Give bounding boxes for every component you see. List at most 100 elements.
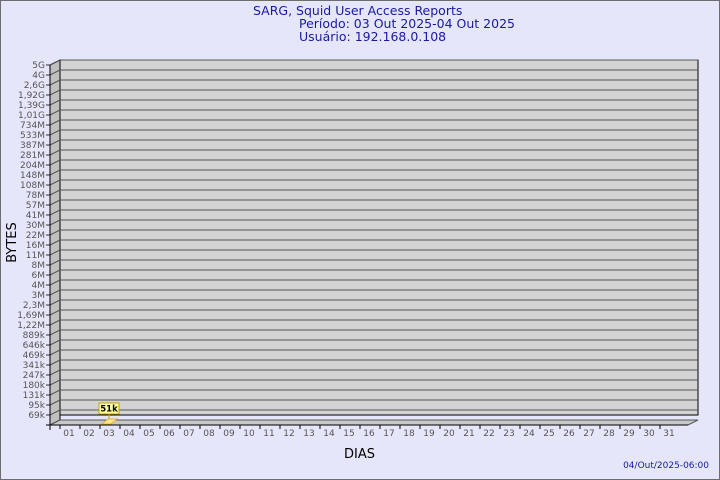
gridline-diagonal	[49, 249, 61, 256]
data-label-box	[98, 402, 120, 415]
x-tick-label: 14	[323, 429, 335, 439]
x-tick-label: 20	[443, 429, 455, 439]
x-tick-label: 04	[123, 429, 135, 439]
x-tick-label: 05	[143, 429, 154, 439]
y-tick-label: 6M	[32, 271, 46, 281]
x-axis-label: DIAS	[344, 447, 375, 462]
y-tick-label: 4M	[32, 281, 46, 291]
y-tick-label: 281M	[20, 151, 45, 161]
gridline-diagonal	[49, 109, 61, 116]
x-tick-label: 23	[503, 429, 514, 439]
gridline-diagonal	[49, 179, 61, 186]
x-tick-label: 15	[343, 429, 354, 439]
gridline-diagonal	[49, 329, 61, 336]
gridline-diagonal	[49, 409, 61, 416]
y-tick-label: 1,01G	[18, 111, 45, 121]
x-tick-label: 29	[623, 429, 635, 439]
y-tick-label: 533M	[20, 131, 45, 141]
gridline-diagonal	[49, 339, 61, 346]
gridline-diagonal	[49, 99, 61, 106]
gridline-diagonal	[49, 199, 61, 206]
x-tick-label: 18	[403, 429, 415, 439]
gridline-diagonal	[49, 139, 61, 146]
x-tick-label: 17	[383, 429, 394, 439]
y-tick-label: 1,69M	[17, 311, 45, 321]
x-tick-label: 30	[643, 429, 655, 439]
gridline-diagonal	[49, 169, 61, 176]
back-wall	[59, 59, 699, 416]
y-tick-label: 57M	[26, 201, 45, 211]
gridline-diagonal	[49, 229, 61, 236]
x-tick-label: 22	[483, 429, 494, 439]
x-tick-label: 09	[223, 429, 235, 439]
y-tick-label: 889k	[23, 331, 46, 341]
gridline-diagonal	[49, 129, 61, 136]
y-tick-label: 8M	[32, 261, 46, 271]
gridline-diagonal	[49, 209, 61, 216]
gridline-diagonal	[49, 79, 61, 86]
y-tick-label: 341k	[23, 361, 46, 371]
gridline-diagonal	[49, 189, 61, 196]
y-tick-label: 247k	[23, 371, 46, 381]
y-tick-label: 131k	[23, 391, 46, 401]
gridline-diagonal	[49, 119, 61, 126]
y-tick-label: 2,6G	[24, 81, 45, 91]
y-tick-label: 11M	[26, 251, 45, 261]
bar-03	[100, 418, 119, 425]
x-tick-label: 16	[363, 429, 375, 439]
gridline-diagonal	[49, 399, 61, 406]
data-label: 51k	[100, 405, 118, 415]
y-tick-label: 734M	[20, 121, 45, 131]
y-tick-label: 95k	[28, 401, 45, 411]
x-tick-label: 06	[163, 429, 175, 439]
y-tick-label: 69k	[28, 411, 45, 421]
timestamp: 04/Out/2025-06:00	[623, 461, 709, 471]
y-tick-label: 1,22M	[17, 321, 45, 331]
x-tick-label: 10	[243, 429, 255, 439]
gridline-diagonal	[49, 219, 61, 226]
gridline-diagonal	[49, 159, 61, 166]
gridline-diagonal	[49, 379, 61, 386]
x-tick-label: 24	[523, 429, 535, 439]
gridline-diagonal	[49, 259, 61, 266]
gridline-diagonal	[49, 309, 61, 316]
x-tick-label: 28	[603, 429, 615, 439]
gridline-diagonal	[49, 59, 61, 66]
gridline-diagonal	[49, 319, 61, 326]
x-tick-label: 11	[263, 429, 274, 439]
gridline-diagonal	[49, 89, 61, 96]
y-tick-label: 4G	[32, 71, 45, 81]
chart-title: SARG, Squid User Access Reports	[253, 3, 463, 18]
x-tick-label: 21	[463, 429, 474, 439]
x-tick-label: 08	[203, 429, 215, 439]
x-tick-label: 07	[183, 429, 194, 439]
x-tick-label: 01	[63, 429, 74, 439]
gridline-diagonal	[49, 349, 61, 356]
x-tick-label: 02	[83, 429, 94, 439]
y-tick-label: 3M	[32, 291, 46, 301]
x-tick-label: 13	[303, 429, 314, 439]
y-tick-label: 108M	[20, 181, 45, 191]
gridline-diagonal	[49, 149, 61, 156]
x-tick-label: 27	[583, 429, 594, 439]
gridline-diagonal	[49, 279, 61, 286]
x-tick-label: 03	[103, 429, 114, 439]
gridline-diagonal	[49, 239, 61, 246]
y-tick-label: 22M	[26, 231, 45, 241]
chart-user: Usuário: 192.168.0.108	[299, 29, 447, 44]
y-tick-label: 5G	[32, 61, 45, 71]
gridline-diagonal	[49, 369, 61, 376]
gridline-diagonal	[49, 359, 61, 366]
y-tick-label: 387M	[20, 141, 45, 151]
x-tick-label: 31	[663, 429, 674, 439]
y-tick-label: 41M	[26, 211, 45, 221]
gridline-diagonal	[49, 289, 61, 296]
y-tick-label: 204M	[20, 161, 45, 171]
y-tick-label: 30M	[26, 221, 45, 231]
gridline-diagonal	[49, 389, 61, 396]
gridline-diagonal	[49, 69, 61, 76]
y-tick-label: 1,39G	[18, 101, 45, 111]
y-tick-label: 148M	[20, 171, 45, 181]
y-tick-label: 2,3M	[23, 301, 45, 311]
